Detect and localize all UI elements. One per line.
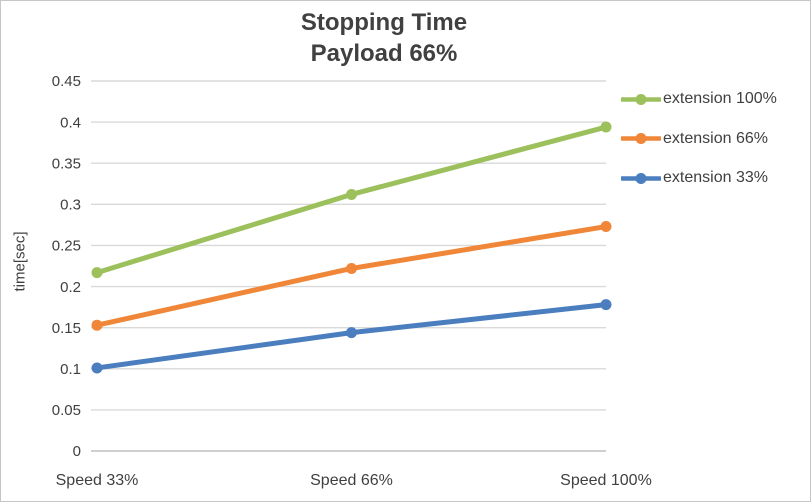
legend-marker-icon xyxy=(621,172,661,184)
data-point-extension-100 xyxy=(600,121,612,133)
legend-item: extension 33% xyxy=(621,167,768,189)
y-tick-label: 0.2 xyxy=(60,279,81,296)
y-tick-label: 0 xyxy=(73,443,81,460)
legend-marker-icon xyxy=(621,93,661,105)
chart-title: Stopping Time xyxy=(300,9,468,36)
data-point-extension-66 xyxy=(346,262,357,274)
y-axis-title: time[sec] xyxy=(11,231,29,292)
x-tick-label: Speed 66% xyxy=(310,472,393,489)
legend-label: extension 66% xyxy=(663,129,768,147)
legend-item: extension 66% xyxy=(621,128,768,150)
data-point-extension-100 xyxy=(346,188,357,200)
legend-label: extension 100% xyxy=(663,90,777,107)
data-point-extension-33 xyxy=(91,362,103,374)
data-point-extension-100 xyxy=(91,267,103,279)
data-point-extension-33 xyxy=(600,299,612,311)
legend-label: extension 33% xyxy=(663,169,768,186)
chart-title-block: Stopping Time Payload 66% xyxy=(1,7,767,69)
y-tick-label: 0.3 xyxy=(60,197,81,214)
series-line-extension-66 xyxy=(94,224,609,328)
data-point-extension-33 xyxy=(346,327,357,339)
legend-marker-icon xyxy=(621,133,661,144)
data-point-extension-66 xyxy=(91,319,103,331)
y-tick-label: 0.1 xyxy=(60,361,81,378)
y-tick-label: 0.4 xyxy=(60,114,81,131)
y-tick-label: 0.05 xyxy=(52,402,81,419)
data-point-extension-66 xyxy=(600,221,612,233)
legend-item: extension 100% xyxy=(621,88,777,110)
x-tick-label: Speed 100% xyxy=(560,472,652,489)
y-tick-label: 0.45 xyxy=(52,73,81,90)
chart-subtitle: Payload 66% xyxy=(310,40,458,67)
y-tick-label: 0.25 xyxy=(52,238,81,255)
y-tick-label: 0.15 xyxy=(52,320,81,337)
x-tick-label: Speed 33% xyxy=(56,472,139,489)
y-tick-label: 0.35 xyxy=(52,155,81,172)
